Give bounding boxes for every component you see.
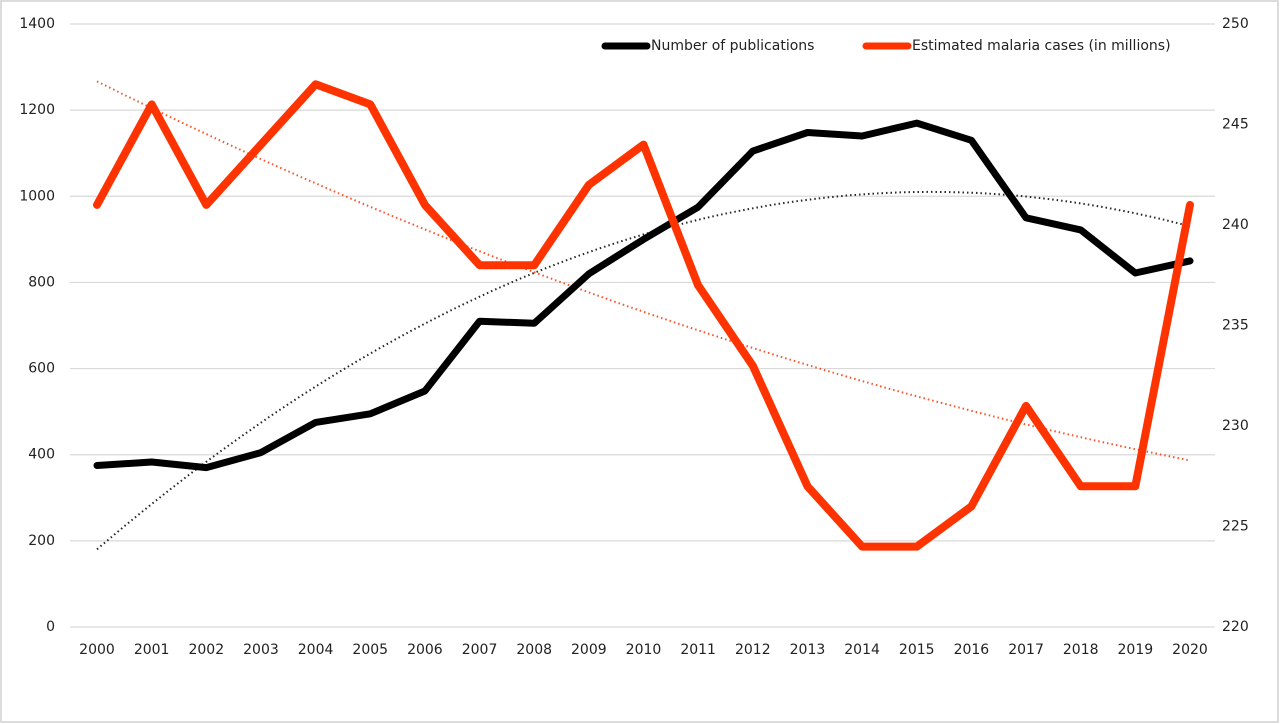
y-tick-label: 600 xyxy=(28,361,55,377)
y-tick-label: 0 xyxy=(46,619,55,635)
axis-labels: 0 200 400 600 800 1000 1200 1400 220 225 230 235 240… xyxy=(19,16,1248,658)
y-tick-label: 1400 xyxy=(19,16,55,32)
y2-tick-label: 230 xyxy=(1222,418,1249,434)
y-tick-label: 800 xyxy=(28,274,55,290)
x-tick-label: 2002 xyxy=(188,642,224,658)
y-tick-label: 1200 xyxy=(19,102,55,118)
x-tick-label: 2004 xyxy=(298,642,334,658)
y2-tick-label: 235 xyxy=(1222,318,1249,334)
y2-tick-label: 250 xyxy=(1222,16,1249,32)
x-tick-label: 2016 xyxy=(954,642,990,658)
x-tick-label: 2006 xyxy=(407,642,443,658)
x-tick-label: 2013 xyxy=(790,642,826,658)
series-line xyxy=(93,119,1194,472)
y-tick-label: 200 xyxy=(28,533,55,549)
x-tick-label: 2015 xyxy=(899,642,935,658)
series-lines xyxy=(93,80,1194,551)
series-line xyxy=(93,80,1194,551)
x-tick-label: 2018 xyxy=(1063,642,1099,658)
y2-tick-label: 220 xyxy=(1222,619,1249,635)
x-tick-label: 2005 xyxy=(352,642,388,658)
x-tick-label: 2014 xyxy=(844,642,880,658)
x-tick-label: 2017 xyxy=(1008,642,1044,658)
x-tick-label: 2019 xyxy=(1118,642,1154,658)
legend-label: Number of publications xyxy=(651,38,814,54)
x-tick-label: 2003 xyxy=(243,642,279,658)
y2-tick-label: 225 xyxy=(1222,519,1249,535)
x-tick-label: 2000 xyxy=(79,642,115,658)
x-tick-label: 2008 xyxy=(516,642,552,658)
legend: Number of publications Estimated malaria … xyxy=(601,38,1171,54)
x-tick-label: 2007 xyxy=(462,642,498,658)
x-tick-label: 2011 xyxy=(680,642,716,658)
y2-tick-label: 240 xyxy=(1222,217,1249,233)
x-tick-label: 2010 xyxy=(626,642,662,658)
x-tick-label: 2012 xyxy=(735,642,771,658)
x-tick-label: 2001 xyxy=(134,642,170,658)
x-tick-label: 2020 xyxy=(1172,642,1208,658)
y2-tick-label: 245 xyxy=(1222,117,1249,133)
y-tick-label: 400 xyxy=(28,447,55,463)
y-tick-label: 1000 xyxy=(19,188,55,204)
legend-label: Estimated malaria cases (in millions) xyxy=(912,38,1171,54)
x-tick-label: 2009 xyxy=(571,642,607,658)
